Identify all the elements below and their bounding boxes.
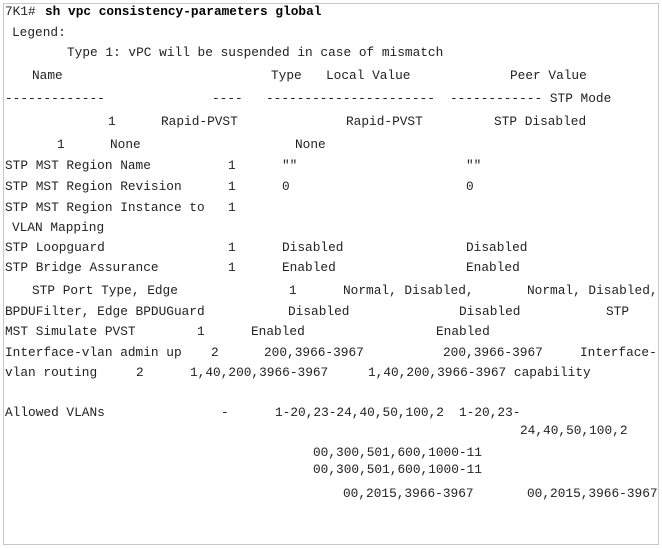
output-text: Legend: <box>12 25 66 40</box>
output-text: 00,2015,3966-3967 <box>527 486 658 501</box>
output-text: 2 <box>136 365 144 380</box>
prompt: 7K1# <box>5 4 36 19</box>
output-text: 200,3966-3967 <box>443 345 543 360</box>
output-text: 1-20,23-24,40,50,100,2 <box>275 405 444 420</box>
output-text: Disabled <box>466 240 528 255</box>
output-text: 0 <box>466 179 474 194</box>
output-text: ---- <box>212 91 243 106</box>
output-text: STP <box>606 304 630 319</box>
output-text: STP MST Region Instance to <box>5 200 205 215</box>
output-text: ---------------------- <box>266 91 435 106</box>
output-text: Peer Value <box>510 68 587 83</box>
output-text: 1,40,200,3966-3967 <box>190 365 329 380</box>
output-text: STP Bridge Assurance <box>5 260 159 275</box>
output-text: Rapid-PVST <box>161 114 238 129</box>
output-text: 00,300,501,600,1000-11 <box>313 462 482 477</box>
output-text: ------------- <box>5 91 105 106</box>
output-text: STP Loopguard <box>5 240 105 255</box>
output-text: 1 <box>228 260 236 275</box>
output-text: None <box>295 137 326 152</box>
output-text: STP MST Region Revision <box>5 179 182 194</box>
output-text: BPDUFilter, Edge BPDUGuard <box>5 304 205 319</box>
output-text: MST Simulate PVST <box>5 324 136 339</box>
output-text: 24,40,50,100,2 <box>520 423 628 438</box>
output-text: 00,300,501,600,1000-11 <box>313 445 482 460</box>
output-text: None <box>110 137 141 152</box>
output-text: vlan routing <box>5 365 98 380</box>
output-text: STP Disabled <box>494 114 587 129</box>
output-text: 00,2015,3966-3967 <box>343 486 474 501</box>
output-text: Allowed VLANs <box>5 405 105 420</box>
output-text: STP Port Type, Edge <box>32 283 178 298</box>
output-text: Type 1: vPC will be suspended in case of… <box>67 45 444 60</box>
output-text: 1-20,23- <box>459 405 521 420</box>
output-text: 1 <box>228 179 236 194</box>
command: sh vpc consistency-parameters global <box>45 4 322 19</box>
output-text: Type <box>271 68 302 83</box>
output-text: Normal, Disabled, <box>343 283 474 298</box>
output-text: 1 <box>57 137 65 152</box>
output-text: 1 <box>228 240 236 255</box>
output-text: VLAN Mapping <box>12 220 105 235</box>
frame <box>3 3 659 545</box>
output-text: - <box>221 405 229 420</box>
output-text: 0 <box>282 179 290 194</box>
output-text: STP MST Region Name <box>5 158 151 173</box>
output-text: 200,3966-3967 <box>264 345 364 360</box>
output-text: 1,40,200,3966-3967 capability <box>368 365 591 380</box>
output-text: 1 <box>228 158 236 173</box>
output-text: 1 <box>289 283 297 298</box>
output-text: Enabled <box>436 324 490 339</box>
output-text: 1 <box>108 114 116 129</box>
output-text: 1 <box>197 324 205 339</box>
output-text: Disabled <box>459 304 521 319</box>
output-text: 2 <box>211 345 219 360</box>
output-text: Enabled <box>251 324 305 339</box>
output-text: Normal, Disabled, <box>527 283 658 298</box>
output-text: Enabled <box>282 260 336 275</box>
output-text: Interface-vlan admin up <box>5 345 182 360</box>
output-text: Disabled <box>282 240 344 255</box>
output-text: Name <box>32 68 63 83</box>
output-text: Rapid-PVST <box>346 114 423 129</box>
output-text: ------------ STP Mode <box>450 91 612 106</box>
output-text: 1 <box>228 200 236 215</box>
output-text: Disabled <box>288 304 350 319</box>
output-text: "" <box>282 158 298 173</box>
output-text: Enabled <box>466 260 520 275</box>
output-text: Interface- <box>580 345 657 360</box>
output-text: "" <box>466 158 482 173</box>
output-text: Local Value <box>326 68 411 83</box>
